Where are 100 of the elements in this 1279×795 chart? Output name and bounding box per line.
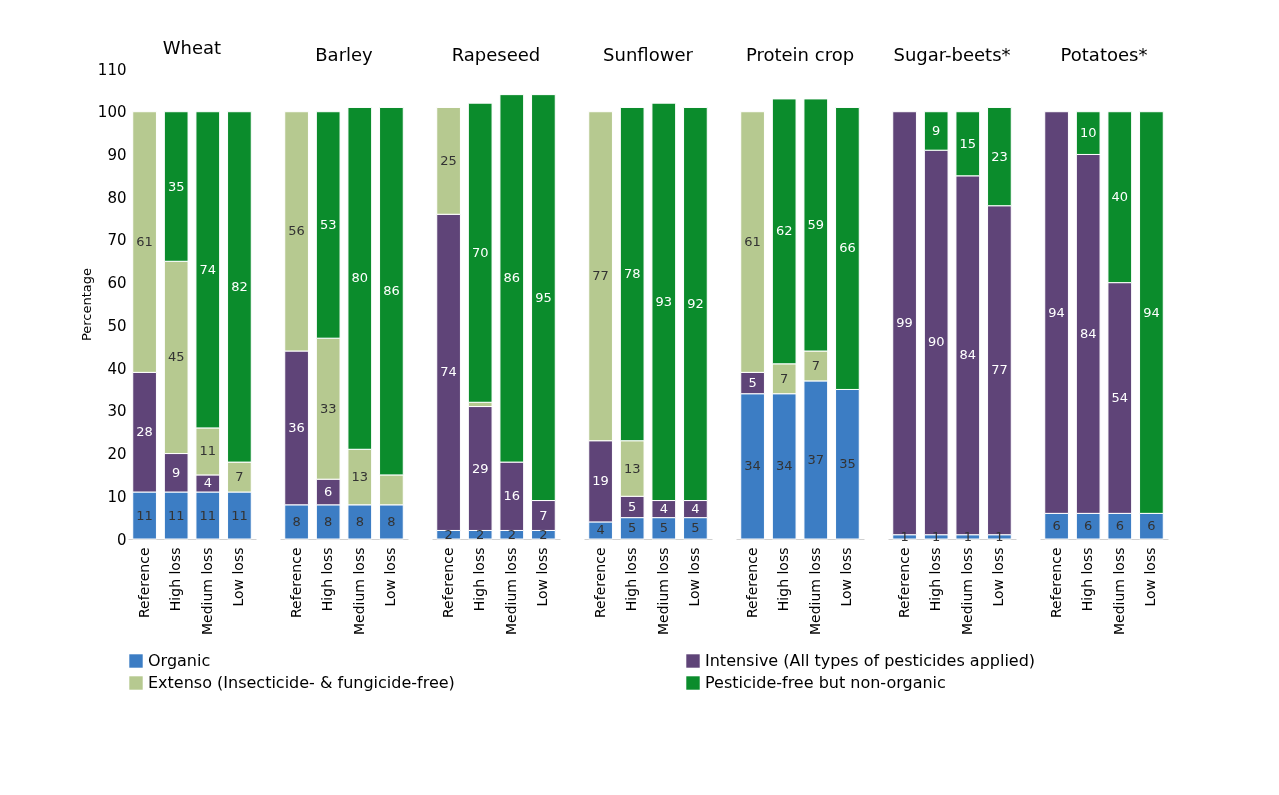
y-tick-label: 30 xyxy=(107,402,127,421)
data-label: 61 xyxy=(744,234,761,250)
legend-label: Intensive (All types of pesticides applied) xyxy=(705,651,1036,670)
y-tick-label: 60 xyxy=(107,274,127,293)
data-label: 23 xyxy=(991,148,1008,164)
chart-title: Barley xyxy=(315,44,374,65)
data-label: 45 xyxy=(167,349,185,365)
data-label: 19 xyxy=(592,473,609,489)
data-label: 94 xyxy=(1048,304,1065,320)
data-label: 53 xyxy=(319,216,337,232)
data-label: 7 xyxy=(235,469,244,485)
data-label: 62 xyxy=(775,223,793,239)
chart-title: Rapeseed xyxy=(451,44,541,65)
data-label: 5 xyxy=(748,375,757,391)
chart-title: Wheat xyxy=(162,37,222,58)
data-label: 99 xyxy=(896,315,913,331)
data-label: 9 xyxy=(932,122,941,138)
legend-label: Extenso (Insecticide- & fungicide-free) xyxy=(148,673,455,692)
y-tick-label: 50 xyxy=(107,316,127,335)
x-tick-label: Low loss xyxy=(990,547,1007,607)
y-tick-label: 90 xyxy=(107,145,127,164)
data-label: 9 xyxy=(172,464,181,480)
data-label: 13 xyxy=(623,460,641,476)
data-label: 36 xyxy=(288,419,305,435)
data-label: 2 xyxy=(507,526,516,542)
x-tick-label: Low loss xyxy=(686,547,703,607)
data-label: 94 xyxy=(1143,304,1160,320)
x-tick-label: Reference xyxy=(287,547,304,618)
x-tick-label: Reference xyxy=(591,547,608,618)
data-label: 16 xyxy=(503,488,521,504)
data-label: 2 xyxy=(476,526,485,542)
x-tick-label: High loss xyxy=(471,547,488,612)
data-label: 93 xyxy=(655,293,673,309)
data-label: 5 xyxy=(628,498,637,514)
data-label: 74 xyxy=(440,364,457,380)
y-tick-label: 70 xyxy=(107,231,127,250)
y-tick-label: 0 xyxy=(116,530,127,549)
data-label: 56 xyxy=(288,223,305,239)
y-tick-label: 40 xyxy=(107,359,127,378)
chart-title: Protein crop xyxy=(745,44,855,65)
x-tick-label: Medium loss xyxy=(1110,547,1127,635)
data-label: 25 xyxy=(440,152,457,168)
data-label: 4 xyxy=(659,501,668,517)
data-label: 90 xyxy=(927,334,945,350)
data-label: 15 xyxy=(959,135,977,151)
data-label: 7 xyxy=(811,357,820,373)
data-label: 6 xyxy=(324,484,333,499)
chart-title: Sunflower xyxy=(603,44,694,65)
data-label: 80 xyxy=(351,270,369,286)
x-tick-label: Reference xyxy=(895,547,912,618)
y-tick-label: 110 xyxy=(97,60,127,79)
x-tick-label: Medium loss xyxy=(958,547,975,635)
data-label: 5 xyxy=(628,520,637,536)
x-tick-label: Medium loss xyxy=(198,547,215,635)
x-tick-label: Low loss xyxy=(230,547,247,607)
data-label: 92 xyxy=(687,296,704,311)
data-label: 7 xyxy=(780,370,789,386)
data-label: 11 xyxy=(231,507,248,523)
data-label: 70 xyxy=(471,244,489,260)
x-tick-label: Low loss xyxy=(838,547,855,607)
data-label: 6 xyxy=(1115,518,1124,534)
data-label: 4 xyxy=(596,522,605,538)
data-label: 8 xyxy=(387,513,396,529)
legend-label: Pesticide-free but non-organic xyxy=(705,673,946,692)
x-tick-label: Medium loss xyxy=(654,547,671,635)
data-label: 6 xyxy=(1052,518,1061,534)
data-label: 54 xyxy=(1111,390,1129,405)
data-label: 6 xyxy=(1147,518,1156,534)
x-tick-label: Reference xyxy=(743,547,760,618)
x-tick-label: High loss xyxy=(319,547,336,612)
y-axis-title: Percentage xyxy=(78,267,94,342)
data-label: 66 xyxy=(839,240,856,256)
y-tick-label: 100 xyxy=(97,103,127,122)
data-label: 61 xyxy=(136,234,153,250)
data-label: 77 xyxy=(991,362,1008,378)
y-tick-label: 20 xyxy=(107,445,127,464)
x-tick-label: High loss xyxy=(927,547,944,612)
x-tick-label: High loss xyxy=(1079,547,1096,612)
data-label: 11 xyxy=(199,443,217,459)
x-tick-label: High loss xyxy=(167,547,184,612)
data-label: 35 xyxy=(839,456,856,472)
x-tick-label: Reference xyxy=(135,547,152,618)
x-tick-label: Medium loss xyxy=(350,547,367,635)
data-label: 4 xyxy=(691,501,700,517)
data-label: 7 xyxy=(539,507,548,523)
x-tick-label: Low loss xyxy=(1142,547,1159,607)
data-label: 2 xyxy=(539,526,548,542)
data-label: 74 xyxy=(199,261,217,277)
y-tick-label: 80 xyxy=(107,188,127,207)
data-label: 13 xyxy=(351,469,369,485)
data-label: 5 xyxy=(691,520,700,536)
data-label: 77 xyxy=(592,268,609,284)
data-label: 33 xyxy=(319,400,337,416)
data-label: 82 xyxy=(231,278,248,294)
x-tick-label: Medium loss xyxy=(806,547,823,635)
chart-title: Potatoes* xyxy=(1060,44,1148,65)
data-label: 10 xyxy=(1079,125,1097,141)
data-label: 84 xyxy=(959,347,977,363)
data-label: 8 xyxy=(292,513,301,529)
data-label: 4 xyxy=(203,475,212,491)
